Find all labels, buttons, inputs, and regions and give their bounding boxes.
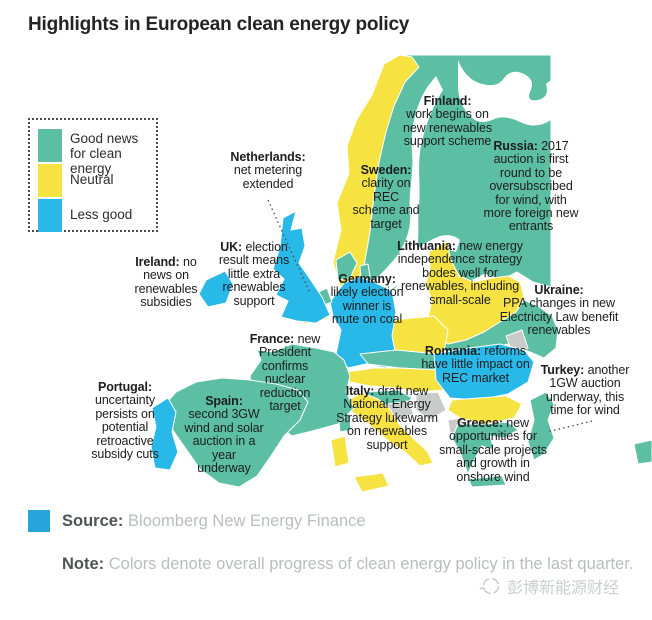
country-name: Germany: (338, 272, 396, 286)
annotation-sweden: Sweden: clarity on REC scheme and target (352, 163, 420, 231)
annotation-ukraine: Ukraine: PPA changes in new Electricity … (499, 283, 619, 338)
country-norway (332, 54, 420, 294)
source-text: Bloomberg New Energy Finance (123, 512, 366, 530)
country-name: Russia: (493, 139, 538, 153)
annotation-lithuania: Lithuania: new energy independence strat… (397, 239, 523, 307)
note-label: Note: (62, 555, 105, 573)
country-portugal (150, 397, 179, 471)
country-name: Ukraine: (534, 283, 584, 297)
country-denmark (335, 251, 358, 281)
note-text: Colors denote overall progress of clean … (104, 555, 634, 573)
country-name: UK: (220, 240, 243, 254)
country-name: Ireland: (135, 255, 180, 269)
source-line: Source: Bloomberg New Energy Finance (62, 512, 366, 531)
country-ireland (198, 270, 234, 308)
country-name: Greece: (457, 416, 503, 430)
page-title: Highlights in European clean energy poli… (28, 14, 410, 35)
annotation-netherlands: Netherlands: net metering extended (210, 150, 326, 191)
country-name: Romania: (424, 344, 482, 358)
legend-label-good: Good news for clean energy (70, 131, 139, 177)
annotation-france: France: new President confirms nuclear r… (249, 332, 321, 413)
country-serbia (415, 391, 447, 421)
legend: Good news for clean energy Neutral Less … (28, 118, 158, 232)
country-name: Finland: (423, 94, 472, 108)
annotation-germany: Germany: likely election winner is mute … (328, 272, 406, 327)
country-italy (343, 392, 434, 467)
country-spain (161, 377, 309, 488)
annotation-italy: Italy: draft new National Energy Strateg… (336, 384, 438, 452)
white-sea (458, 60, 551, 126)
annotation-spain: Spain: second 3GW wind and solar auction… (184, 394, 264, 475)
annotation-greece: Greece: new opportunities for small-scal… (439, 416, 547, 484)
source-marker-square (28, 510, 50, 532)
turkey-leader-line (546, 420, 593, 433)
country-name: Turkey: (540, 363, 585, 377)
watermark: 彭博新能源财经 (478, 574, 619, 598)
country-turkey-edge (633, 439, 652, 465)
island-sardinia (330, 435, 350, 468)
legend-swatch-good (38, 129, 62, 162)
gulf-of-bothnia (356, 76, 443, 300)
annotation-uk: UK: election result means little extra r… (218, 240, 290, 308)
country-uk (272, 210, 331, 324)
bnef-logo-icon (479, 577, 500, 595)
annotation-russia: Russia: 2017 auction is first round to b… (483, 139, 579, 234)
country-romania (433, 343, 535, 401)
country-bulgaria (447, 395, 523, 425)
country-name: Netherlands: (230, 150, 306, 164)
note-line: Note: Colors denote overall progress of … (62, 546, 647, 582)
country-greece (451, 421, 519, 475)
country-name: Sweden: (360, 163, 412, 177)
annotation-ireland: Ireland: no news on renewables subsidies (134, 255, 198, 310)
island-crete (467, 475, 507, 488)
legend-swatch-neutral (38, 164, 62, 197)
source-label: Source: (62, 512, 124, 530)
annotation-finland: Finland: work begins on new renewables s… (400, 94, 495, 149)
netherlands-leader-line (267, 199, 311, 294)
island-sicily (353, 472, 390, 493)
country-name: Spain: (205, 394, 243, 408)
watermark-text: 彭博新能源财经 (507, 580, 620, 597)
country-turkey-west (527, 391, 555, 461)
country-denmark-island (359, 263, 371, 279)
country-name: Lithuania: (397, 239, 456, 253)
annotation-portugal: Portugal: uncertainty persists on potent… (86, 380, 164, 461)
country-name: Italy: (345, 384, 375, 398)
annotation-romania: Romania: reforms have little impact on R… (421, 344, 530, 385)
country-name: France: (249, 332, 295, 346)
annotation-turkey: Turkey: another 1GW auction underway, th… (540, 363, 630, 418)
country-name: Portugal: (98, 380, 152, 394)
legend-label-neutral: Neutral (70, 172, 114, 187)
legend-swatch-less-good (38, 199, 62, 232)
legend-label-less-good: Less good (70, 207, 133, 222)
